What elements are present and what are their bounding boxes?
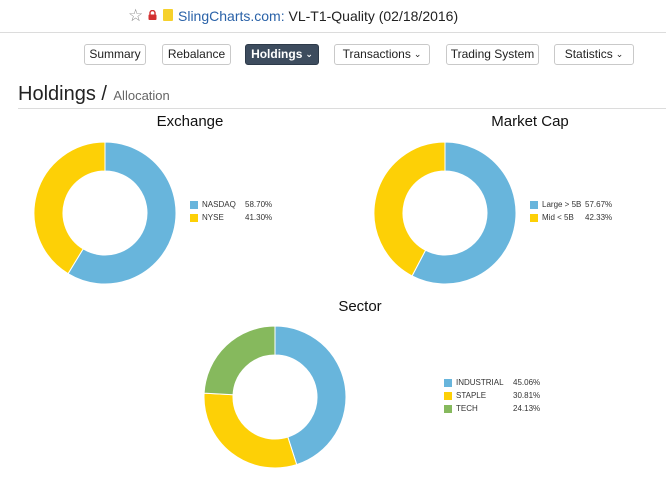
sector-chart-title: Sector — [338, 298, 382, 315]
bookmark-star-icon[interactable]: ☆ — [128, 6, 144, 25]
donut-slice-staple[interactable] — [203, 392, 298, 469]
chevron-down-icon: ⌄ — [413, 49, 422, 59]
legend-value: 24.13% — [513, 404, 541, 413]
holdings-label: Holdings — [251, 47, 303, 61]
sector-donut-chart — [203, 325, 347, 469]
trading-system-button[interactable]: Trading System — [446, 44, 539, 65]
legend-label: STAPLE — [456, 391, 487, 400]
donut-slice-mid-5b[interactable] — [373, 141, 446, 277]
window-title: SlingCharts.com: VL-T1-Quality (02/18/20… — [178, 8, 458, 25]
legend-label: INDUSTRIAL — [456, 378, 504, 387]
legend-value: 57.67% — [585, 200, 613, 209]
legend-value: 41.30% — [245, 213, 273, 222]
page-heading: Holdings / — [18, 83, 107, 105]
chevron-down-icon: ⌄ — [305, 49, 313, 59]
browser-title-bar: ☆ SlingCharts.com: VL-T1-Quality (02/18/… — [0, 0, 666, 32]
legend-label: Mid < 5B — [542, 213, 574, 222]
note-icon — [163, 9, 173, 21]
market-cap-donut-chart — [373, 141, 517, 285]
market-cap-chart-title: Market Cap — [491, 113, 569, 130]
titlebar-divider — [0, 32, 666, 33]
holdings-button[interactable]: Holdings ⌄ — [245, 44, 319, 65]
exchange-donut-chart — [33, 141, 177, 285]
legend-value: 30.81% — [513, 391, 541, 400]
transactions-label: Transactions — [342, 47, 411, 61]
exchange-chart-title: Exchange — [156, 113, 224, 130]
document-title: VL-T1-Quality (02/18/2016) — [288, 8, 459, 24]
legend-swatch — [530, 201, 538, 209]
heading-divider — [18, 108, 666, 109]
rebalance-button[interactable]: Rebalance — [162, 44, 231, 65]
legend-value: 58.70% — [245, 200, 273, 209]
legend-swatch — [190, 201, 198, 209]
donut-slice-large-5b[interactable] — [411, 141, 517, 285]
legend-swatch — [444, 379, 452, 387]
legend-swatch — [190, 214, 198, 222]
statistics-button[interactable]: Statistics ⌄ — [554, 44, 634, 65]
legend-swatch — [444, 392, 452, 400]
summary-button[interactable]: Summary — [84, 44, 146, 65]
chevron-down-icon: ⌄ — [615, 49, 624, 59]
legend-value: 42.33% — [585, 213, 613, 222]
donut-slice-industrial[interactable] — [274, 325, 347, 466]
site-name: SlingCharts.com: — [178, 8, 285, 24]
donut-slice-nyse[interactable] — [33, 141, 106, 275]
legend-label: NYSE — [202, 213, 224, 222]
legend-swatch — [530, 214, 538, 222]
donut-slice-tech[interactable] — [203, 325, 276, 396]
legend-label: TECH — [456, 404, 478, 413]
page-subheading: Allocation — [113, 88, 170, 103]
statistics-label: Statistics — [564, 47, 613, 61]
transactions-button[interactable]: Transactions ⌄ — [334, 44, 430, 65]
donut-slice-nasdaq[interactable] — [67, 141, 177, 285]
lock-icon — [148, 10, 157, 20]
legend-label: NASDAQ — [202, 200, 236, 209]
legend-swatch — [444, 405, 452, 413]
page-title: Holdings / Allocation — [18, 83, 170, 106]
legend-label: Large > 5B — [542, 200, 582, 209]
legend-value: 45.06% — [513, 378, 541, 387]
